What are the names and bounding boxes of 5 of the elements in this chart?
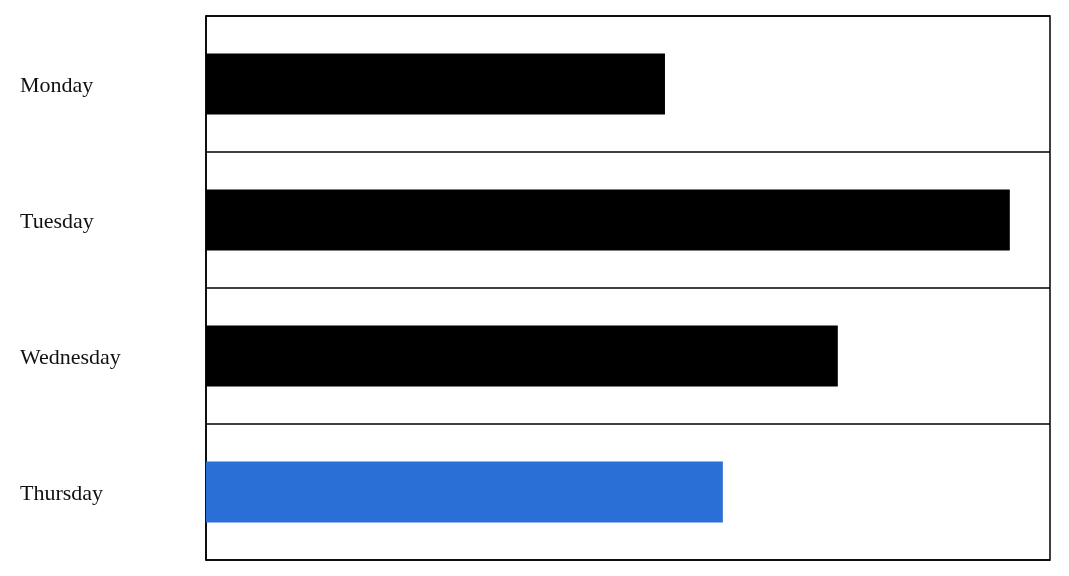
y-tick-label: Tuesday (20, 207, 94, 233)
y-tick-label: Thursday (20, 479, 104, 505)
y-tick-label: Monday (20, 71, 94, 97)
bar (206, 461, 723, 523)
y-tick-label: Wednesday (20, 343, 121, 369)
